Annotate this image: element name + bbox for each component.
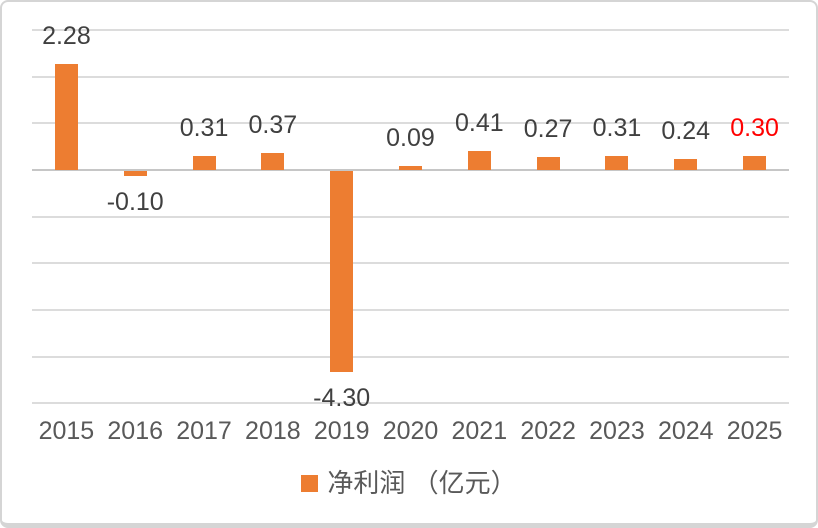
bar-2017 (192, 155, 216, 170)
gridline (32, 122, 789, 125)
x-axis-label-2018: 2018 (245, 417, 301, 445)
zero-axis-line (32, 169, 789, 171)
value-label-2021: 0.41 (454, 108, 504, 137)
value-label-2018: 0.37 (248, 110, 298, 139)
gridline (32, 215, 789, 218)
x-axis-label-2023: 2023 (589, 417, 645, 445)
bar-2021 (467, 150, 491, 170)
value-label-2016: -0.10 (106, 187, 164, 216)
value-label-2019: -4.30 (313, 383, 371, 412)
value-label-2025: 0.30 (730, 113, 779, 142)
value-label-2020: 0.09 (386, 123, 435, 152)
value-label-2024: 0.24 (661, 116, 711, 145)
legend-label: 净利润 （亿元） (327, 468, 517, 498)
gridline (32, 309, 789, 311)
x-axis-label-2024: 2024 (657, 417, 714, 445)
bar-2022 (536, 157, 560, 170)
legend: 净利润 （亿元） (2, 468, 816, 498)
bar-2023 (605, 155, 629, 170)
value-label-2023: 0.31 (592, 113, 642, 142)
gridline (32, 262, 789, 265)
x-axis-label-2016: 2016 (107, 417, 164, 445)
gridline (32, 402, 789, 405)
x-axis-label-2019: 2019 (313, 417, 370, 445)
bar-2020 (399, 165, 422, 170)
gridline (32, 28, 789, 31)
bar-2015 (54, 63, 78, 170)
x-axis-label-2017: 2017 (176, 417, 232, 445)
gridline (32, 355, 789, 358)
x-axis-label-2021: 2021 (451, 417, 508, 445)
bar-2025 (743, 155, 767, 170)
bar-2018 (261, 152, 285, 170)
legend-swatch-icon (301, 474, 319, 492)
bar-2016 (123, 171, 147, 176)
x-axis-label-2025: 2025 (726, 417, 783, 445)
x-axis-label-2020: 2020 (382, 417, 439, 445)
bar-2019 (330, 171, 354, 372)
bar-2024 (674, 158, 698, 170)
value-label-2015: 2.28 (42, 21, 91, 50)
gridline (32, 75, 789, 78)
value-label-2017: 0.31 (179, 113, 229, 142)
value-label-2022: 0.27 (523, 115, 573, 144)
x-axis-label-2015: 2015 (38, 417, 95, 445)
x-axis-label-2022: 2022 (520, 417, 576, 445)
